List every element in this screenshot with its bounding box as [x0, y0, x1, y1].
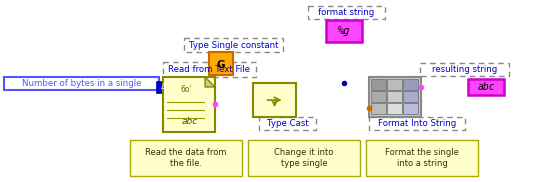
Bar [4, 77, 159, 90]
Text: 4: 4 [160, 83, 166, 92]
Bar [209, 52, 233, 75]
Bar [387, 91, 402, 102]
Text: Change it into
type single: Change it into type single [274, 148, 334, 168]
Bar [184, 38, 283, 52]
Bar [366, 140, 478, 176]
Text: Type Single constant: Type Single constant [189, 41, 278, 50]
Bar [468, 79, 504, 95]
Bar [371, 103, 386, 114]
Bar [403, 103, 418, 114]
Text: resulting string: resulting string [432, 65, 497, 74]
Bar [387, 79, 402, 90]
Text: Read from Text File: Read from Text File [169, 65, 250, 74]
Bar [308, 6, 385, 19]
Bar [371, 91, 386, 102]
Text: %g: %g [338, 26, 350, 36]
Text: Number of bytes in a single: Number of bytes in a single [22, 79, 141, 88]
Text: 6o': 6o' [180, 86, 192, 94]
Text: abc: abc [477, 82, 495, 92]
Bar [403, 79, 418, 90]
Text: Format Into String: Format Into String [378, 119, 456, 128]
Bar [403, 91, 418, 102]
Text: G: G [217, 60, 225, 70]
Bar [248, 140, 360, 176]
Bar [259, 117, 316, 130]
Text: format string: format string [318, 8, 374, 17]
Bar [157, 82, 169, 93]
Bar [130, 140, 242, 176]
Bar [369, 117, 465, 130]
Bar [163, 77, 215, 132]
Bar [253, 83, 296, 117]
Text: Read the data from
the file.: Read the data from the file. [145, 148, 227, 168]
Text: Type Cast: Type Cast [266, 119, 308, 128]
Bar [369, 77, 421, 117]
Bar [163, 62, 256, 77]
Bar [387, 103, 402, 114]
Bar [326, 20, 362, 42]
Bar [371, 79, 386, 90]
Bar [420, 63, 509, 76]
Polygon shape [205, 77, 215, 87]
Text: abc: abc [182, 118, 198, 126]
Text: Format the single
into a string: Format the single into a string [385, 148, 459, 168]
